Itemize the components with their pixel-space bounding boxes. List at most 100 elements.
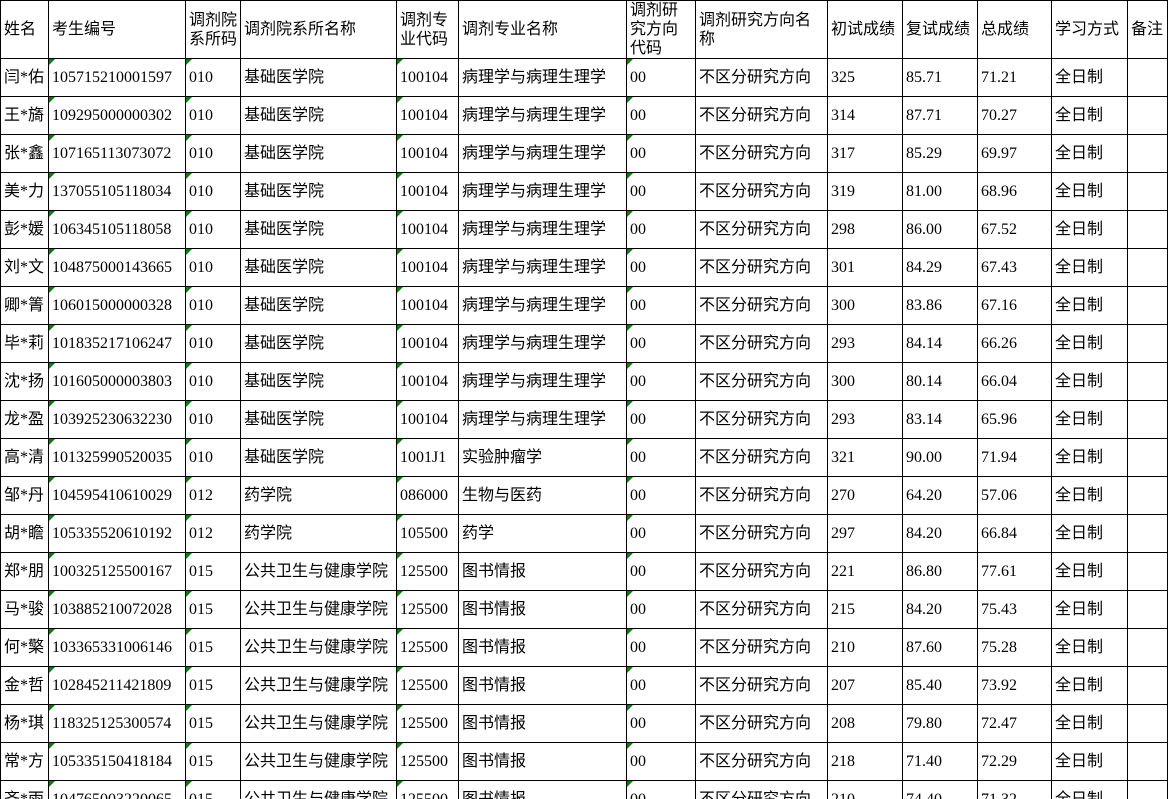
cell-major_code[interactable]: 105500: [396, 514, 459, 553]
column-header-direction_code[interactable]: 调剂研究方向代码: [626, 0, 696, 59]
cell-major_name[interactable]: 病理学与病理生理学: [458, 134, 627, 173]
cell-direction_code[interactable]: 00: [626, 666, 696, 705]
cell-direction_name[interactable]: 不区分研究方向: [695, 324, 828, 363]
cell-major_code[interactable]: 100104: [396, 362, 459, 401]
cell-total_score[interactable]: 73.92: [977, 666, 1052, 705]
cell-direction_name[interactable]: 不区分研究方向: [695, 134, 828, 173]
cell-candidate_no[interactable]: 101605000003803: [48, 362, 186, 401]
cell-remarks[interactable]: [1127, 58, 1168, 97]
cell-study_mode[interactable]: 全日制: [1051, 58, 1128, 97]
cell-retest_score[interactable]: 87.71: [902, 96, 978, 135]
cell-candidate_no[interactable]: 103885210072028: [48, 590, 186, 629]
cell-direction_code[interactable]: 00: [626, 514, 696, 553]
cell-dept_name[interactable]: 公共卫生与健康学院: [240, 552, 397, 591]
cell-dept_code[interactable]: 012: [185, 476, 241, 515]
cell-retest_score[interactable]: 81.00: [902, 172, 978, 211]
cell-candidate_no[interactable]: 118325125300574: [48, 704, 186, 743]
cell-remarks[interactable]: [1127, 514, 1168, 553]
cell-total_score[interactable]: 67.52: [977, 210, 1052, 249]
cell-dept_code[interactable]: 010: [185, 400, 241, 439]
cell-study_mode[interactable]: 全日制: [1051, 666, 1128, 705]
cell-initial_score[interactable]: 297: [827, 514, 903, 553]
cell-direction_name[interactable]: 不区分研究方向: [695, 590, 828, 629]
cell-remarks[interactable]: [1127, 134, 1168, 173]
cell-major_code[interactable]: 1001J1: [396, 438, 459, 477]
cell-major_code[interactable]: 100104: [396, 286, 459, 325]
cell-retest_score[interactable]: 84.14: [902, 324, 978, 363]
cell-dept_code[interactable]: 010: [185, 324, 241, 363]
cell-direction_code[interactable]: 00: [626, 96, 696, 135]
cell-dept_code[interactable]: 015: [185, 628, 241, 667]
cell-major_code[interactable]: 125500: [396, 628, 459, 667]
cell-dept_code[interactable]: 015: [185, 742, 241, 781]
cell-direction_code[interactable]: 00: [626, 590, 696, 629]
cell-candidate_no[interactable]: 137055105118034: [48, 172, 186, 211]
cell-name[interactable]: 马*骏: [0, 590, 49, 629]
cell-name[interactable]: 龙*盈: [0, 400, 49, 439]
cell-remarks[interactable]: [1127, 324, 1168, 363]
cell-candidate_no[interactable]: 104765003220065: [48, 780, 186, 799]
cell-dept_code[interactable]: 010: [185, 362, 241, 401]
cell-remarks[interactable]: [1127, 666, 1168, 705]
cell-direction_name[interactable]: 不区分研究方向: [695, 286, 828, 325]
cell-retest_score[interactable]: 85.71: [902, 58, 978, 97]
cell-candidate_no[interactable]: 105335520610192: [48, 514, 186, 553]
cell-major_code[interactable]: 125500: [396, 590, 459, 629]
cell-name[interactable]: 杨*琪: [0, 704, 49, 743]
cell-candidate_no[interactable]: 105335150418184: [48, 742, 186, 781]
cell-major_code[interactable]: 086000: [396, 476, 459, 515]
cell-dept_name[interactable]: 基础医学院: [240, 438, 397, 477]
cell-name[interactable]: 沈*扬: [0, 362, 49, 401]
cell-dept_code[interactable]: 010: [185, 134, 241, 173]
cell-dept_name[interactable]: 公共卫生与健康学院: [240, 780, 397, 799]
cell-direction_name[interactable]: 不区分研究方向: [695, 96, 828, 135]
cell-major_name[interactable]: 药学: [458, 514, 627, 553]
cell-study_mode[interactable]: 全日制: [1051, 438, 1128, 477]
cell-name[interactable]: 胡*瞻: [0, 514, 49, 553]
cell-retest_score[interactable]: 86.00: [902, 210, 978, 249]
cell-dept_name[interactable]: 基础医学院: [240, 400, 397, 439]
cell-remarks[interactable]: [1127, 628, 1168, 667]
cell-major_code[interactable]: 125500: [396, 742, 459, 781]
cell-remarks[interactable]: [1127, 400, 1168, 439]
cell-study_mode[interactable]: 全日制: [1051, 704, 1128, 743]
cell-dept_name[interactable]: 公共卫生与健康学院: [240, 666, 397, 705]
cell-major_name[interactable]: 图书情报: [458, 666, 627, 705]
cell-dept_code[interactable]: 010: [185, 58, 241, 97]
cell-candidate_no[interactable]: 106345105118058: [48, 210, 186, 249]
cell-dept_name[interactable]: 基础医学院: [240, 58, 397, 97]
cell-initial_score[interactable]: 314: [827, 96, 903, 135]
cell-study_mode[interactable]: 全日制: [1051, 286, 1128, 325]
cell-total_score[interactable]: 66.84: [977, 514, 1052, 553]
cell-total_score[interactable]: 75.43: [977, 590, 1052, 629]
cell-major_code[interactable]: 100104: [396, 400, 459, 439]
column-header-study_mode[interactable]: 学习方式: [1051, 0, 1128, 59]
cell-name[interactable]: 张*鑫: [0, 134, 49, 173]
cell-retest_score[interactable]: 71.40: [902, 742, 978, 781]
cell-dept_name[interactable]: 基础医学院: [240, 96, 397, 135]
cell-total_score[interactable]: 75.28: [977, 628, 1052, 667]
cell-remarks[interactable]: [1127, 210, 1168, 249]
cell-candidate_no[interactable]: 107165113073072: [48, 134, 186, 173]
cell-direction_code[interactable]: 00: [626, 552, 696, 591]
cell-major_code[interactable]: 100104: [396, 134, 459, 173]
cell-direction_name[interactable]: 不区分研究方向: [695, 514, 828, 553]
cell-study_mode[interactable]: 全日制: [1051, 362, 1128, 401]
cell-remarks[interactable]: [1127, 742, 1168, 781]
cell-study_mode[interactable]: 全日制: [1051, 400, 1128, 439]
column-header-name[interactable]: 姓名: [0, 0, 49, 59]
cell-dept_code[interactable]: 015: [185, 666, 241, 705]
cell-initial_score[interactable]: 319: [827, 172, 903, 211]
cell-retest_score[interactable]: 79.80: [902, 704, 978, 743]
cell-major_name[interactable]: 图书情报: [458, 552, 627, 591]
cell-dept_name[interactable]: 基础医学院: [240, 134, 397, 173]
cell-study_mode[interactable]: 全日制: [1051, 172, 1128, 211]
cell-direction_code[interactable]: 00: [626, 438, 696, 477]
cell-candidate_no[interactable]: 101835217106247: [48, 324, 186, 363]
cell-initial_score[interactable]: 210: [827, 780, 903, 799]
cell-dept_code[interactable]: 015: [185, 780, 241, 799]
cell-total_score[interactable]: 66.04: [977, 362, 1052, 401]
cell-major_name[interactable]: 病理学与病理生理学: [458, 96, 627, 135]
cell-major_code[interactable]: 125500: [396, 666, 459, 705]
cell-name[interactable]: 彭*媛: [0, 210, 49, 249]
